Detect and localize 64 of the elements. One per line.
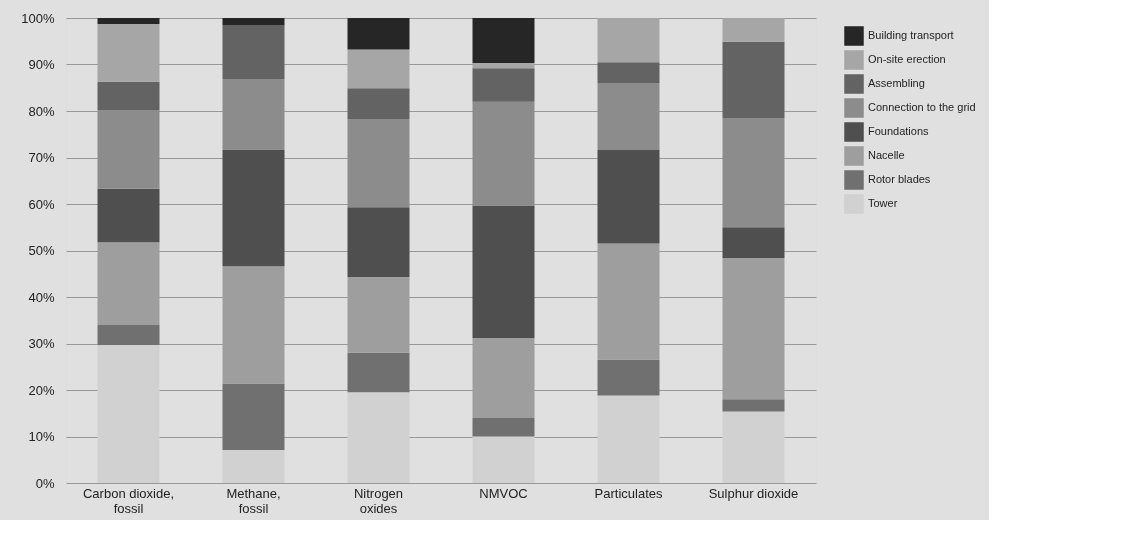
legend-label: Rotor blades	[868, 173, 931, 185]
bar	[472, 205, 535, 338]
y-tick-label: 40%	[28, 289, 55, 305]
bar	[472, 18, 535, 64]
y-tick-label: 90%	[28, 57, 55, 72]
bar	[722, 18, 785, 42]
legend-label: On-site erection	[868, 53, 946, 65]
y-tick-label: 70%	[28, 150, 55, 165]
y-tick-label: 0%	[35, 475, 55, 491]
bar	[97, 18, 160, 25]
bar	[722, 117, 785, 228]
bar	[97, 188, 160, 243]
x-tick-label: Sulphur dioxide	[708, 485, 799, 501]
bar	[97, 324, 160, 345]
legend-label: Tower	[868, 197, 898, 209]
bar	[347, 207, 410, 278]
bar	[472, 63, 535, 69]
bar	[97, 110, 160, 189]
bar	[222, 449, 285, 483]
bar	[347, 392, 410, 483]
y-tick-label: 20%	[28, 382, 55, 398]
bar	[722, 41, 785, 118]
x-tick-label: Nitrogen oxides	[353, 485, 404, 516]
bar	[597, 62, 660, 84]
bar	[97, 344, 160, 483]
bar	[222, 18, 285, 26]
bar	[472, 417, 535, 437]
bar	[597, 359, 660, 396]
x-tick-label: NMVOC	[479, 485, 528, 501]
bar	[347, 18, 410, 50]
legend-label: Building transport	[868, 29, 954, 41]
legend-label: Assembling	[868, 77, 925, 89]
legend-label: Connection to the grid	[868, 101, 976, 113]
legend-label: Foundations	[868, 125, 930, 137]
bar	[472, 68, 535, 102]
bar	[347, 49, 410, 89]
bar	[722, 411, 785, 483]
bar	[597, 150, 660, 244]
bar	[472, 101, 535, 206]
bar	[97, 81, 160, 111]
bar	[722, 227, 785, 258]
y-tick-label: 10%	[28, 429, 55, 444]
y-tick-label: 100%	[21, 10, 55, 26]
bar	[222, 149, 285, 267]
bar	[347, 352, 410, 393]
x-tick-label: Methane, fossil	[226, 485, 281, 516]
bar	[597, 18, 660, 63]
x-tick-label: Particulates	[594, 485, 663, 501]
bar	[347, 88, 410, 119]
bar	[722, 399, 785, 412]
y-tick-label: 80%	[28, 103, 55, 119]
bar	[97, 24, 160, 82]
legend-label: Nacelle	[868, 149, 905, 161]
x-tick-label: Carbon dioxide, fossil	[82, 485, 175, 516]
bar	[597, 395, 660, 483]
bar	[472, 436, 535, 483]
y-tick-label: 30%	[28, 336, 55, 351]
bar	[222, 25, 285, 79]
bar	[347, 118, 410, 208]
bar	[597, 83, 660, 151]
bar	[222, 78, 285, 150]
y-tick-label: 60%	[28, 196, 55, 212]
y-tick-label: 50%	[28, 243, 55, 258]
bar	[222, 383, 285, 450]
